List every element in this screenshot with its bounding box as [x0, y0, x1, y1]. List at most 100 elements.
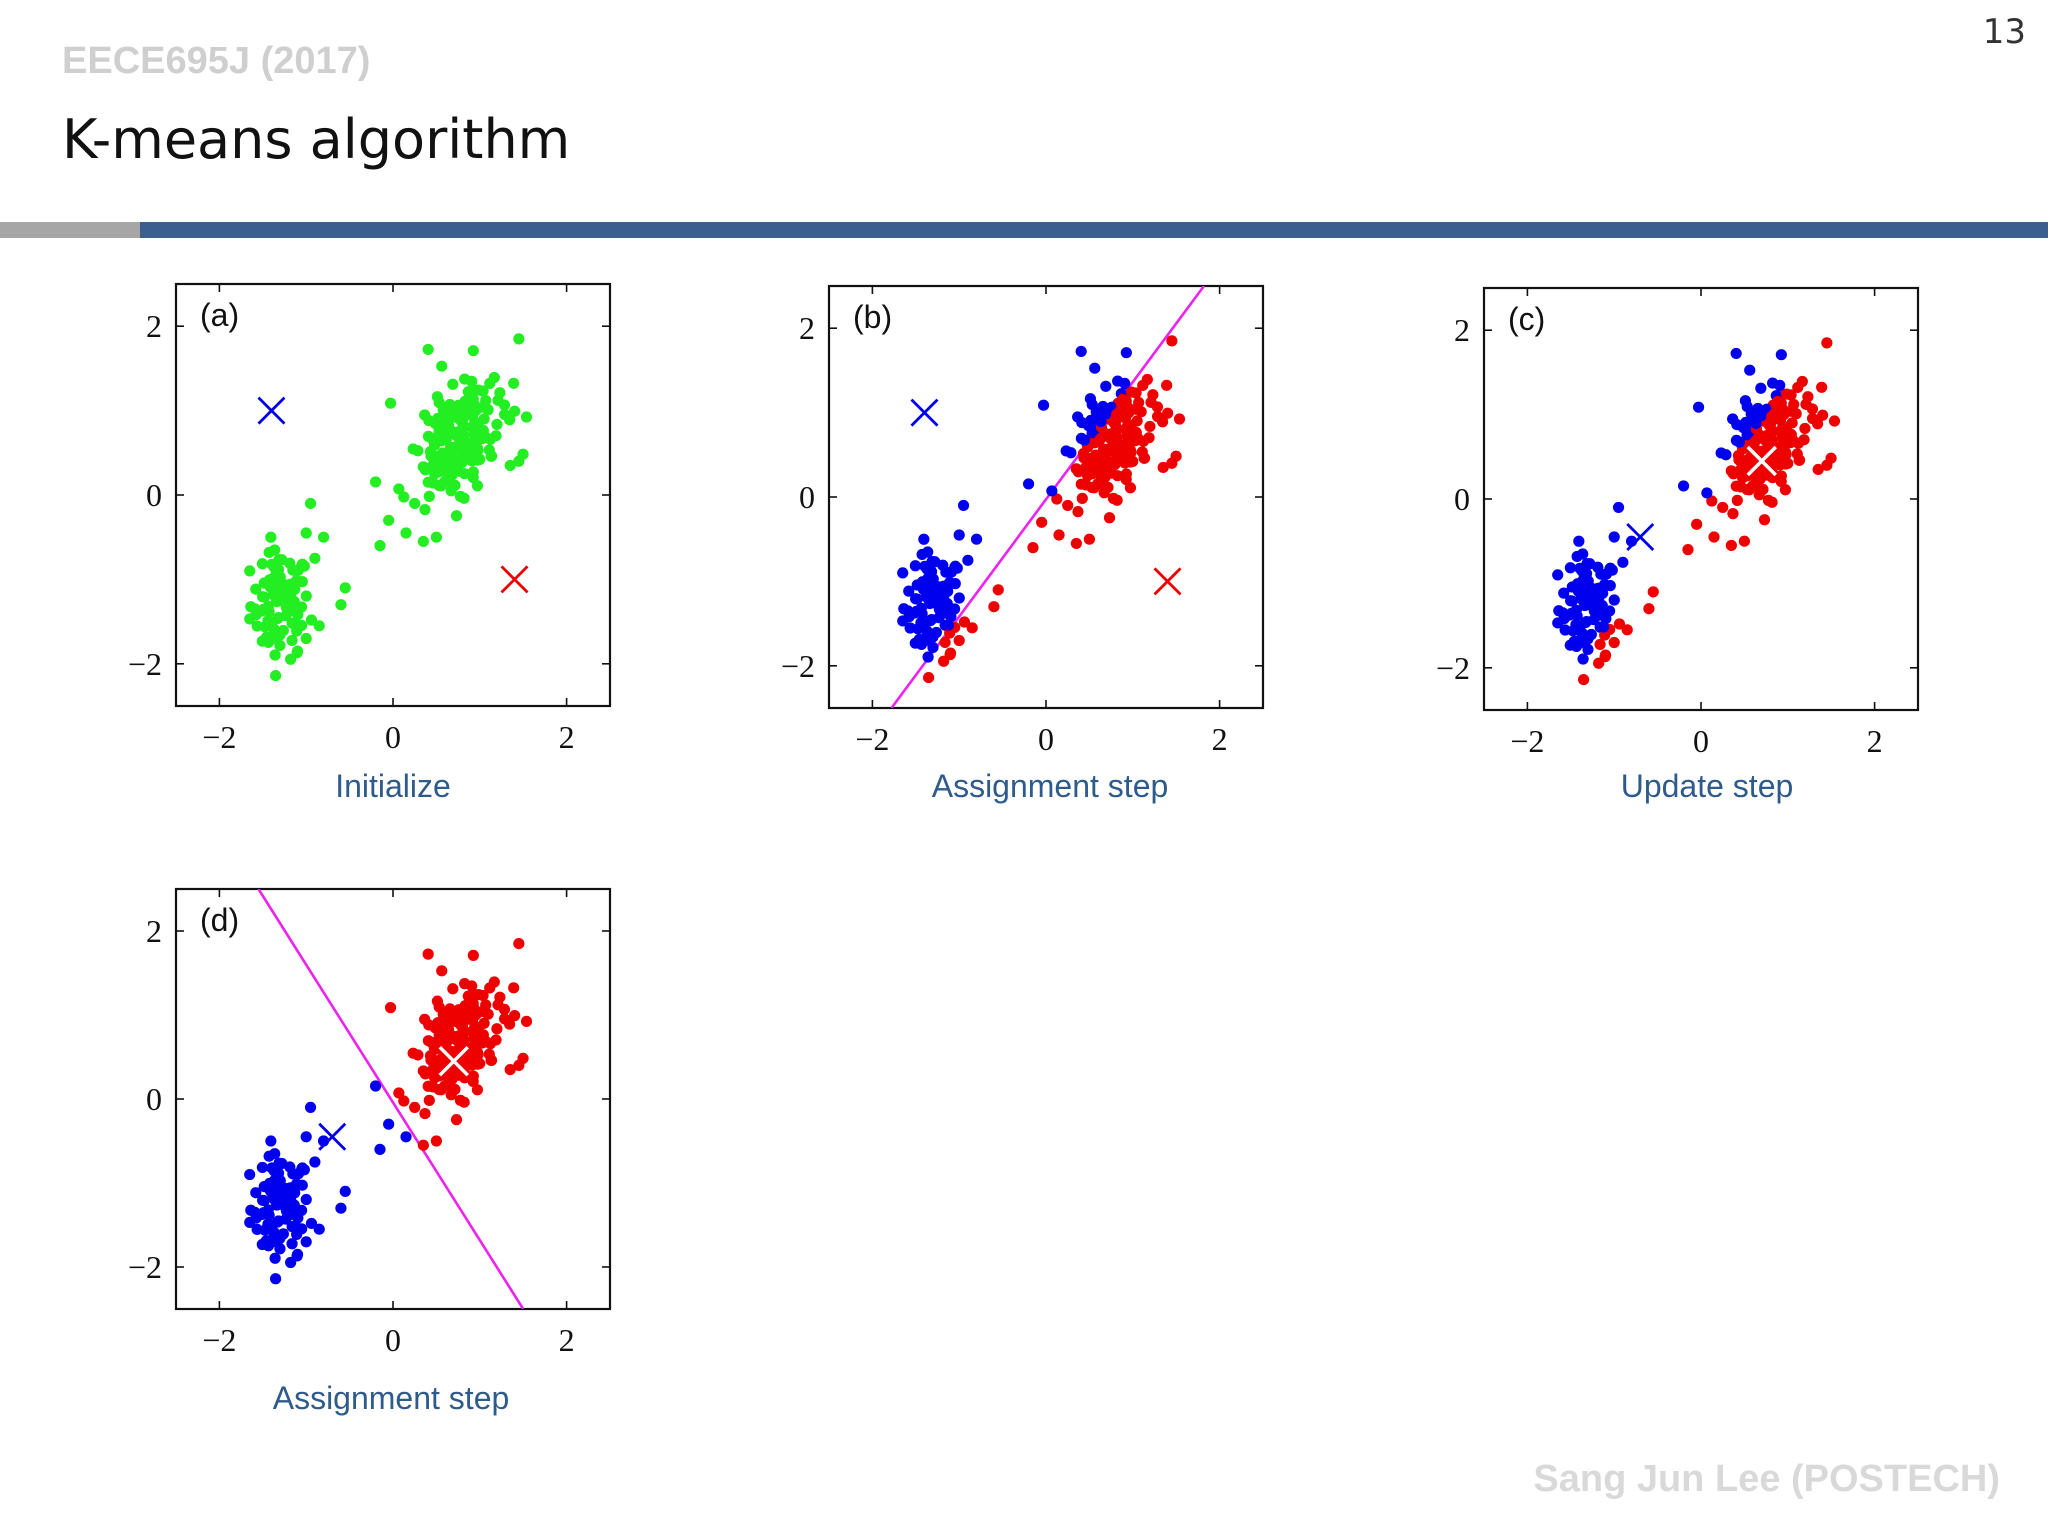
data-point: [1576, 627, 1588, 639]
data-point: [1604, 562, 1616, 574]
data-point: [300, 632, 312, 645]
data-point: [938, 655, 950, 667]
data-point: [1763, 419, 1775, 431]
data-point: [400, 527, 412, 539]
data-point: [429, 465, 442, 477]
data-point: [508, 982, 520, 994]
data-point: [455, 1020, 467, 1032]
data-point: [286, 634, 298, 647]
data-point: [433, 1029, 445, 1041]
data-point: [398, 1095, 410, 1107]
data-point: [940, 566, 952, 578]
data-point: [309, 1156, 321, 1168]
data-point: [1755, 382, 1767, 394]
data-point: [1564, 562, 1576, 574]
plot-content: [244, 889, 533, 1309]
data-point: [1595, 568, 1607, 580]
data-point: [1083, 533, 1095, 545]
data-point: [300, 1236, 312, 1248]
caption-update-step: Update step: [1620, 768, 1794, 804]
data-point: [265, 1135, 277, 1147]
data-point: [1796, 375, 1808, 388]
plot-content: [244, 333, 533, 682]
data-point: [423, 1094, 435, 1106]
data-point: [464, 391, 476, 404]
data-point: [970, 533, 983, 545]
data-point: [431, 391, 444, 403]
data-point: [1573, 535, 1585, 547]
data-point: [1577, 653, 1589, 665]
data-point: [1120, 473, 1132, 486]
y-tick-label: −2: [781, 648, 815, 684]
data-point: [1643, 603, 1655, 615]
data-point: [953, 529, 965, 541]
data-point: [484, 433, 497, 445]
data-point: [1087, 455, 1099, 468]
decision-boundary: [257, 889, 525, 1309]
data-point: [1130, 426, 1142, 439]
data-point: [467, 949, 479, 961]
data-point: [277, 624, 289, 637]
data-point: [1816, 381, 1828, 393]
data-point: [477, 424, 489, 437]
data-point: [1751, 474, 1763, 486]
scatter-plot-d: −2 −2 0 0 2 2 (d): [128, 887, 612, 1358]
cluster-center-1: [1153, 567, 1182, 596]
data-point: [1780, 388, 1793, 400]
data-point: [1777, 421, 1789, 433]
data-point: [273, 1157, 285, 1169]
cluster-center-0-stroke-2: [910, 398, 939, 427]
data-point: [1708, 531, 1720, 543]
data-point: [425, 432, 438, 444]
data-point: [269, 1273, 282, 1285]
data-point: [1576, 636, 1588, 648]
data-point: [503, 1018, 516, 1030]
data-point: [1571, 550, 1583, 563]
data-point: [469, 417, 481, 429]
data-point: [269, 1252, 281, 1264]
data-point: [442, 413, 454, 425]
data-point: [1778, 408, 1790, 421]
data-point: [1793, 454, 1806, 466]
data-point: [1759, 434, 1771, 446]
data-point: [1070, 463, 1082, 475]
data-point: [296, 576, 308, 588]
data-point: [369, 476, 382, 488]
data-point: [1738, 535, 1750, 547]
data-point: [1580, 578, 1593, 590]
data-point: [441, 431, 453, 444]
cluster-center-1: [436, 1044, 471, 1079]
data-point: [925, 613, 938, 626]
data-point: [910, 605, 923, 617]
data-point: [417, 1065, 429, 1077]
data-point: [1138, 452, 1151, 464]
data-point: [904, 622, 916, 634]
data-point: [436, 965, 448, 977]
data-point: [268, 1235, 280, 1248]
data-point: [272, 611, 285, 624]
panel-letter: (a): [200, 297, 239, 333]
data-point: [484, 1038, 497, 1050]
data-point: [450, 462, 462, 474]
data-point: [317, 531, 330, 543]
data-point: [292, 609, 304, 621]
data-point: [447, 983, 459, 995]
data-point: [492, 999, 504, 1011]
data-point: [1166, 335, 1178, 347]
data-point: [412, 1049, 424, 1061]
data-point: [300, 590, 312, 602]
data-point: [423, 490, 435, 502]
data-point: [444, 1007, 456, 1020]
scatter-plot-c: −2 −2 0 0 2 2 (c): [1436, 286, 1920, 759]
data-point: [513, 1059, 525, 1071]
x-tick-label: 0: [1693, 723, 1709, 759]
data-point: [450, 510, 463, 522]
data-point: [1119, 377, 1131, 389]
data-point: [962, 554, 974, 566]
data-point: [309, 552, 321, 564]
data-point: [897, 567, 909, 579]
data-point: [1037, 399, 1050, 411]
panel-letter: (c): [1508, 301, 1545, 337]
data-point: [1095, 415, 1107, 427]
data-point: [1812, 463, 1824, 476]
